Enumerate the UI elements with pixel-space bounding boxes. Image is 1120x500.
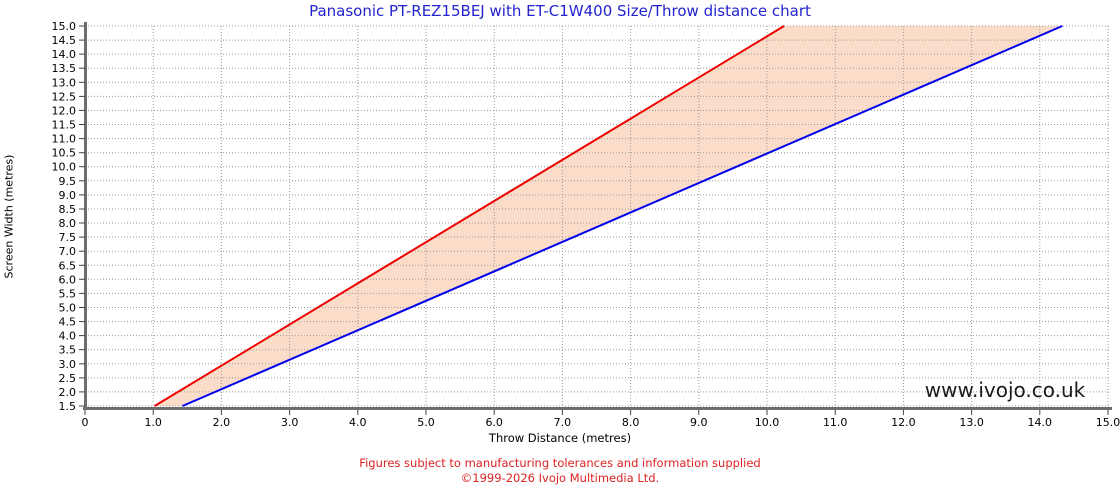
y-tick-label: 5.5 bbox=[59, 287, 77, 300]
y-tick-label: 15.0 bbox=[52, 20, 77, 33]
y-tick-label: 2.5 bbox=[59, 372, 77, 385]
y-tick-label: 9.5 bbox=[59, 175, 77, 188]
footer-disclaimer: Figures subject to manufacturing toleran… bbox=[359, 456, 761, 470]
y-tick-label: 5.0 bbox=[59, 302, 77, 315]
y-tick-label: 9.0 bbox=[59, 189, 77, 202]
x-tick-label: 15.0 bbox=[1096, 416, 1120, 429]
x-tick-label: 2.0 bbox=[213, 416, 231, 429]
y-tick-label: 8.5 bbox=[59, 203, 77, 216]
x-tick-label: 4.0 bbox=[349, 416, 367, 429]
x-tick-label: 1.0 bbox=[144, 416, 162, 429]
y-tick-label: 11.5 bbox=[52, 119, 77, 132]
y-tick-label: 7.5 bbox=[59, 231, 77, 244]
max-throw-blue-line bbox=[182, 25, 1063, 407]
throw-range-fill bbox=[154, 26, 1063, 406]
y-tick-label: 11.0 bbox=[52, 133, 77, 146]
x-tick-label: 11.0 bbox=[823, 416, 848, 429]
y-tick-label: 10.0 bbox=[52, 161, 77, 174]
watermark-text: www.ivojo.co.uk bbox=[924, 378, 1086, 402]
x-tick-label: 10.0 bbox=[755, 416, 780, 429]
x-tick-label: 0 bbox=[82, 416, 89, 429]
y-tick-label: 13.5 bbox=[52, 62, 77, 75]
y-tick-label: 3.0 bbox=[59, 358, 77, 371]
y-tick-label: 14.0 bbox=[52, 48, 77, 61]
y-tick-label: 13.0 bbox=[52, 76, 77, 89]
y-tick-label: 7.0 bbox=[59, 245, 77, 258]
y-tick-label: 1.5 bbox=[59, 400, 77, 413]
x-tick-label: 6.0 bbox=[485, 416, 503, 429]
x-tick-label: 5.0 bbox=[417, 416, 435, 429]
footer-copyright: ©1999-2026 Ivojo Multimedia Ltd. bbox=[460, 471, 660, 485]
y-tick-label: 14.5 bbox=[52, 34, 77, 47]
y-axis-label: Screen Width (metres) bbox=[2, 154, 16, 279]
x-tick-label: 13.0 bbox=[959, 416, 984, 429]
x-axis-label: Throw Distance (metres) bbox=[488, 431, 632, 445]
y-tick-label: 6.5 bbox=[59, 259, 77, 272]
y-tick-label: 4.5 bbox=[59, 316, 77, 329]
x-tick-label: 3.0 bbox=[281, 416, 299, 429]
y-tick-label: 2.0 bbox=[59, 386, 77, 399]
y-tick-label: 4.0 bbox=[59, 330, 77, 343]
y-tick-label: 3.5 bbox=[59, 344, 77, 357]
y-tick-label: 12.0 bbox=[52, 104, 77, 117]
y-tick-label: 10.5 bbox=[52, 147, 77, 160]
x-tick-label: 7.0 bbox=[554, 416, 572, 429]
y-tick-label: 8.0 bbox=[59, 217, 77, 230]
x-tick-label: 12.0 bbox=[891, 416, 916, 429]
y-tick-label: 12.5 bbox=[52, 90, 77, 103]
y-tick-label: 6.0 bbox=[59, 273, 77, 286]
x-tick-label: 9.0 bbox=[690, 416, 708, 429]
x-tick-label: 8.0 bbox=[622, 416, 640, 429]
min-throw-red-line bbox=[154, 25, 785, 407]
x-tick-label: 14.0 bbox=[1028, 416, 1053, 429]
chart-title: Panasonic PT-REZ15BEJ with ET-C1W400 Siz… bbox=[309, 2, 811, 20]
